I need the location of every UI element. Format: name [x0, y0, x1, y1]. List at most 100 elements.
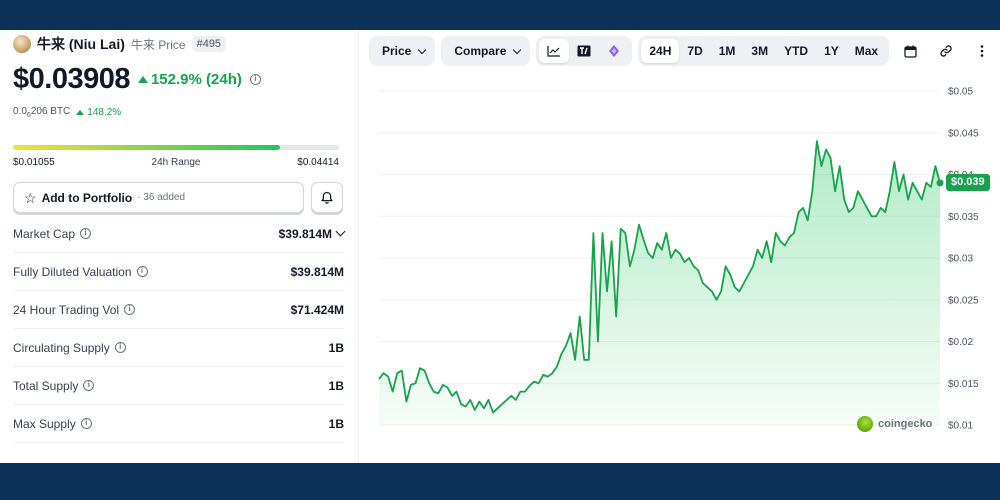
range-high: $0.04414	[297, 157, 339, 168]
rank-badge: #495	[191, 36, 227, 52]
stat-value[interactable]: $39.814M	[279, 226, 346, 241]
bell-icon	[321, 191, 333, 204]
stat-row: Total Supply i 1B	[13, 367, 344, 405]
chart-type-group	[536, 36, 633, 66]
chart-panel: Price Compare	[359, 30, 1000, 463]
range-bar	[13, 145, 339, 150]
info-icon[interactable]: i	[136, 266, 148, 277]
y-tick-label: $0.025	[948, 295, 979, 306]
ai-insight-icon	[609, 45, 620, 57]
y-tick-label: $0.035	[948, 212, 979, 223]
more-options-button[interactable]	[967, 39, 997, 63]
y-tick-label: $0.015	[948, 379, 979, 390]
info-icon[interactable]: i	[80, 228, 92, 239]
line-chart-button[interactable]	[539, 39, 570, 63]
price-line	[378, 140, 941, 414]
price-dropdown[interactable]: Price	[369, 36, 436, 66]
range-button-max[interactable]: Max	[854, 44, 879, 58]
up-arrow-icon	[76, 110, 85, 115]
stat-label: Total Supply i	[13, 379, 95, 393]
y-tick-label: $0.05	[948, 87, 973, 98]
coin-logo-icon	[13, 35, 31, 53]
range-bar-fill	[13, 145, 281, 150]
coingecko-watermark: coingecko	[857, 416, 932, 432]
price-dropdown-label: Price	[382, 44, 412, 58]
portfolio-label: Add to Portfolio	[41, 190, 133, 205]
coin-header: 牛来 (Niu Lai) 牛来 Price #495	[13, 34, 227, 54]
range-button-1m[interactable]: 1M	[718, 44, 736, 58]
y-tick-label: $0.045	[948, 128, 979, 139]
date-picker-button[interactable]	[895, 39, 925, 63]
tradingview-icon	[577, 45, 591, 57]
info-icon[interactable]: i	[249, 74, 261, 85]
y-tick-label: $0.02	[948, 337, 973, 348]
calendar-icon	[903, 45, 917, 58]
btc-change: 148.2%	[76, 107, 121, 118]
range-button-1y[interactable]: 1Y	[824, 44, 839, 58]
coin-price-subtitle: 牛来 Price	[130, 37, 186, 52]
time-range-group: 24H 7D 1M 3M YTD 1Y Max	[638, 36, 890, 66]
btc-price: 0.06206 BTC	[13, 106, 71, 119]
price-row: $0.03908 152.9% (24h) i	[13, 63, 261, 96]
stat-row: Fully Diluted Valuation i $39.814M	[13, 253, 344, 291]
chevron-down-icon	[418, 45, 427, 54]
stat-value: 1B	[328, 378, 344, 393]
tradingview-button[interactable]	[569, 39, 599, 63]
stat-row: Circulating Supply i 1B	[13, 329, 344, 367]
up-arrow-icon	[137, 76, 148, 83]
range-button-24h[interactable]: 24H	[641, 39, 680, 63]
current-price-dot	[936, 179, 944, 187]
info-icon[interactable]: i	[83, 380, 95, 391]
watermark-text: coingecko	[878, 418, 933, 430]
price-alert-button[interactable]	[311, 182, 343, 213]
stat-label: Max Supply i	[13, 417, 92, 431]
coin-summary-panel: 牛来 (Niu Lai) 牛来 Price #495 $0.03908 152.…	[0, 30, 358, 463]
compare-dropdown[interactable]: Compare	[441, 36, 531, 66]
portfolio-count: · 36 added	[137, 192, 186, 203]
link-icon	[940, 45, 952, 57]
ai-insight-button[interactable]	[599, 39, 629, 63]
y-tick-label: $0.01	[948, 421, 973, 432]
stat-value: $39.814M	[290, 264, 344, 279]
compare-dropdown-label: Compare	[454, 44, 507, 58]
coin-name: 牛来 (Niu Lai)	[37, 36, 125, 52]
star-icon: ☆	[24, 189, 37, 206]
line-chart-icon	[547, 46, 561, 57]
range-button-7d[interactable]: 7D	[687, 44, 703, 58]
info-icon[interactable]: i	[114, 342, 126, 353]
stats-table: Market Cap i $39.814M Fully Diluted Valuati…	[13, 215, 346, 443]
stat-row: Market Cap i $39.814M	[13, 215, 346, 253]
info-icon[interactable]: i	[124, 304, 136, 315]
bottom-band	[0, 463, 1000, 500]
stat-label: Circulating Supply i	[13, 341, 126, 355]
range-low: $0.01055	[13, 157, 55, 168]
stat-row: 24 Hour Trading Vol i $71.424M	[13, 291, 344, 329]
range-button-3m[interactable]: 3M	[751, 44, 769, 58]
current-price-tag: $0.039	[946, 174, 990, 192]
stat-value: 1B	[328, 416, 344, 431]
price-area	[379, 141, 940, 425]
price-chart[interactable]: $0.05$0.045$0.04$0.035$0.03$0.025$0.02$0…	[359, 75, 1000, 463]
range-button-ytd[interactable]: YTD	[784, 44, 809, 58]
current-price: $0.03908	[13, 63, 130, 95]
share-link-button[interactable]	[931, 39, 961, 63]
stat-label: Market Cap i	[13, 227, 92, 241]
stat-value: $71.424M	[290, 302, 344, 317]
range-label: 24h Range	[151, 157, 201, 168]
info-icon[interactable]: i	[80, 418, 92, 429]
price-change-24h: 152.9% (24h)	[137, 71, 242, 88]
more-icon	[980, 45, 984, 57]
y-tick-label: $0.03	[948, 254, 973, 265]
panel-divider	[358, 30, 359, 463]
add-to-portfolio-button[interactable]: ☆ Add to Portfolio · 36 added	[13, 182, 304, 213]
stat-row: Max Supply i 1B	[13, 405, 344, 443]
btc-price-row: 0.06206 BTC 148.2%	[13, 106, 121, 119]
range-labels: $0.01055 24h Range $0.04414	[13, 157, 339, 168]
stat-label: 24 Hour Trading Vol i	[13, 303, 136, 317]
stat-label: Fully Diluted Valuation i	[13, 265, 148, 279]
price-change-value: 152.9% (24h)	[150, 71, 242, 88]
coingecko-logo-icon	[857, 416, 873, 432]
chevron-down-icon	[513, 45, 522, 54]
app-frame: 牛来 (Niu Lai) 牛来 Price #495 $0.03908 152.…	[0, 30, 1000, 463]
chevron-down-icon[interactable]	[335, 226, 346, 237]
